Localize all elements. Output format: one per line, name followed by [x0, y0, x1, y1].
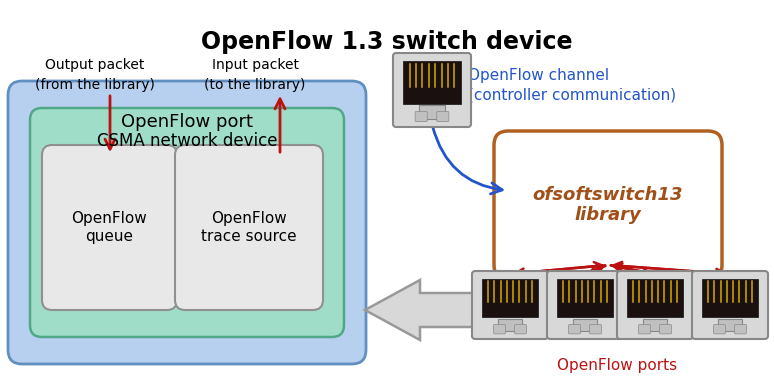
FancyBboxPatch shape — [692, 271, 768, 339]
FancyBboxPatch shape — [590, 325, 601, 334]
FancyBboxPatch shape — [639, 325, 650, 334]
Text: Input packet
(to the library): Input packet (to the library) — [204, 58, 306, 92]
FancyBboxPatch shape — [569, 325, 580, 334]
FancyBboxPatch shape — [393, 53, 471, 127]
Text: OpenFlow ports: OpenFlow ports — [557, 358, 677, 373]
Polygon shape — [365, 280, 490, 340]
FancyBboxPatch shape — [494, 131, 722, 279]
FancyBboxPatch shape — [642, 319, 667, 331]
Text: OpenFlow port: OpenFlow port — [121, 113, 253, 131]
FancyBboxPatch shape — [175, 145, 323, 310]
FancyBboxPatch shape — [8, 81, 366, 364]
FancyBboxPatch shape — [702, 279, 758, 317]
FancyBboxPatch shape — [498, 319, 522, 331]
FancyBboxPatch shape — [617, 271, 693, 339]
FancyBboxPatch shape — [717, 319, 742, 331]
FancyBboxPatch shape — [420, 105, 444, 119]
FancyBboxPatch shape — [437, 111, 449, 122]
FancyBboxPatch shape — [627, 279, 683, 317]
Text: ofsoftswitch13
library: ofsoftswitch13 library — [533, 185, 683, 225]
FancyBboxPatch shape — [557, 279, 613, 317]
FancyBboxPatch shape — [403, 62, 461, 104]
Text: OpenFlow channel
(controller communication): OpenFlow channel (controller communicati… — [468, 68, 676, 103]
FancyBboxPatch shape — [415, 111, 427, 122]
Text: CSMA network device: CSMA network device — [97, 132, 277, 150]
FancyBboxPatch shape — [30, 108, 344, 337]
Text: Output packet
(from the library): Output packet (from the library) — [35, 58, 155, 92]
Text: OpenFlow
trace source: OpenFlow trace source — [201, 211, 296, 244]
FancyBboxPatch shape — [547, 271, 623, 339]
Text: OpenFlow
queue: OpenFlow queue — [72, 211, 147, 244]
FancyBboxPatch shape — [714, 325, 725, 334]
FancyBboxPatch shape — [472, 271, 548, 339]
FancyBboxPatch shape — [573, 319, 598, 331]
FancyBboxPatch shape — [659, 325, 671, 334]
FancyBboxPatch shape — [482, 279, 538, 317]
FancyBboxPatch shape — [515, 325, 526, 334]
Text: OpenFlow 1.3 switch device: OpenFlow 1.3 switch device — [201, 30, 573, 54]
FancyBboxPatch shape — [42, 145, 177, 310]
FancyBboxPatch shape — [735, 325, 746, 334]
FancyBboxPatch shape — [494, 325, 505, 334]
